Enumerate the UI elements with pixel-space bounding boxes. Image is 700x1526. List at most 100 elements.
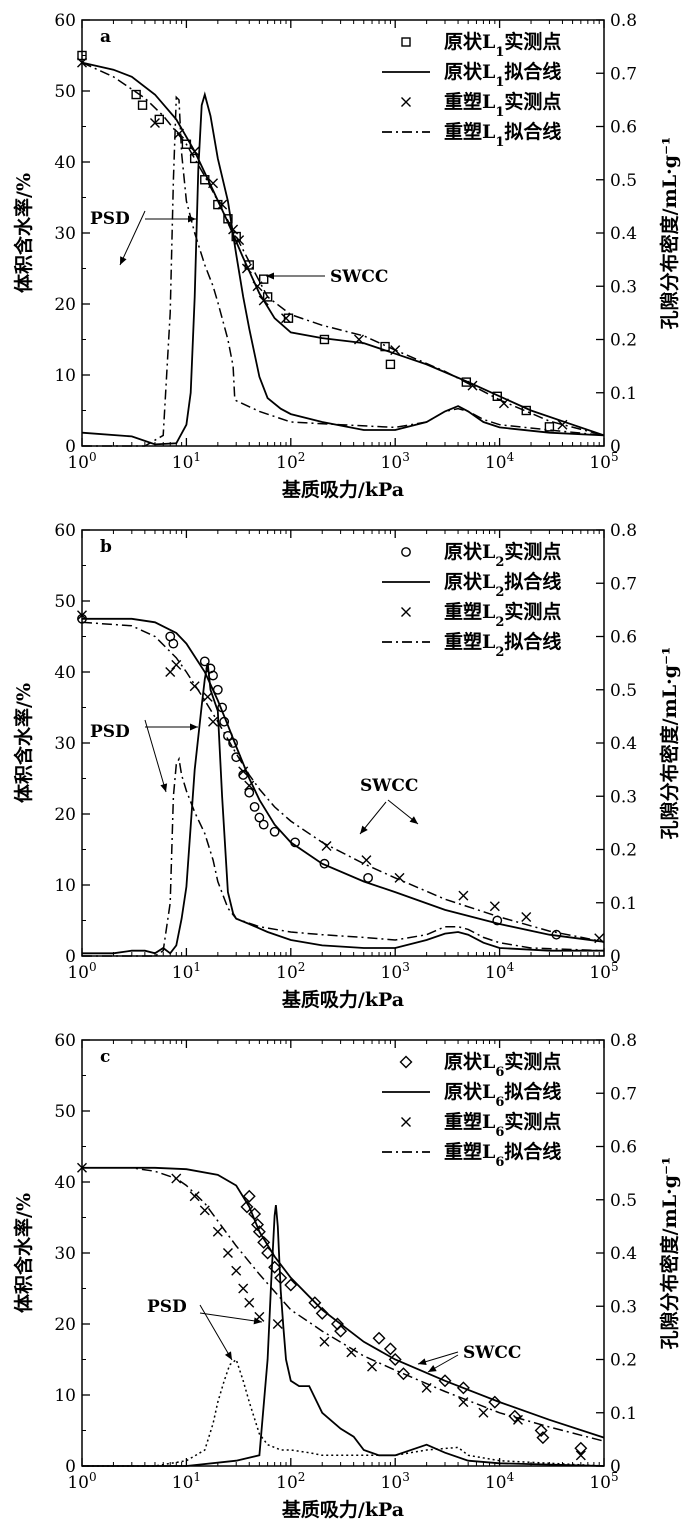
data-marker-cross xyxy=(367,1361,378,1372)
legend-label: 原状L1实测点 xyxy=(444,30,561,60)
data-marker-cross xyxy=(346,1347,357,1358)
y-right-tick-label: 0 xyxy=(610,947,621,967)
y-left-tick-label: 30 xyxy=(54,224,76,244)
data-marker-cross xyxy=(361,855,372,866)
series-line xyxy=(81,61,605,437)
data-marker-cross xyxy=(171,659,182,670)
annotation-arrowhead xyxy=(418,1358,427,1366)
data-marker-cross xyxy=(394,872,405,883)
panel-letter: b xyxy=(100,537,112,557)
annotation-arrowhead xyxy=(224,1351,232,1360)
data-marker-diamond xyxy=(251,1218,265,1232)
annotation-label: PSD xyxy=(90,209,130,229)
data-marker-cross xyxy=(521,911,532,922)
y-right-tick-label: 0.3 xyxy=(610,787,637,807)
data-marker-cross xyxy=(165,667,176,677)
annotation-label: PSD xyxy=(147,1297,187,1317)
data-marker-square xyxy=(137,100,148,110)
data-marker-cross xyxy=(241,263,252,274)
y-left-tick-label: 20 xyxy=(54,295,76,315)
legend-label: 重塑L2拟合线 xyxy=(444,630,561,660)
y-right-tick-label: 0.2 xyxy=(610,1351,637,1371)
data-marker-cross xyxy=(238,1283,249,1294)
y-right-axis-title: 孔隙分布密度/mL·g⁻¹ xyxy=(658,137,681,330)
series-line xyxy=(82,95,605,447)
y-right-tick-label: 0.4 xyxy=(610,734,637,754)
series-line xyxy=(82,1167,605,1442)
annotation-arrowhead xyxy=(188,215,196,223)
data-marker-cross xyxy=(401,607,411,617)
data-marker-circle xyxy=(258,819,269,830)
data-marker-cross xyxy=(319,1336,330,1347)
series-line xyxy=(81,61,605,437)
y-right-tick-label: 0.4 xyxy=(610,1244,637,1264)
x-tick-label: 105 xyxy=(589,960,618,983)
y-left-tick-label: 50 xyxy=(54,592,76,612)
legend-label: 原状L1拟合线 xyxy=(444,60,561,90)
annotation-label: SWCC xyxy=(360,776,418,796)
series-line xyxy=(82,1204,605,1467)
plot-frame xyxy=(81,19,605,447)
x-tick-label: 103 xyxy=(381,960,410,983)
y-right-tick-label: 0.5 xyxy=(610,1191,637,1211)
annotation-arrowhead xyxy=(409,816,418,824)
x-tick-label: 105 xyxy=(589,1470,618,1493)
data-marker-square xyxy=(401,37,411,47)
y-right-axis-title: 孔隙分布密度/mL·g⁻¹ xyxy=(658,647,681,840)
data-marker-cross xyxy=(217,199,228,210)
series-line xyxy=(82,617,605,943)
legend-label: 原状L6拟合线 xyxy=(444,1080,561,1110)
data-marker-diamond xyxy=(284,1278,298,1292)
y-right-tick-label: 0.4 xyxy=(610,224,637,244)
annotation-psd: PSD xyxy=(147,1297,263,1361)
data-marker-diamond xyxy=(536,1431,550,1445)
y-right-axis-title: 孔隙分布密度/mL·g⁻¹ xyxy=(658,1157,681,1350)
data-marker-circle xyxy=(244,787,255,798)
y-left-tick-label: 40 xyxy=(54,1173,76,1193)
annotation-swcc: SWCC xyxy=(359,776,418,835)
data-marker-circle xyxy=(269,826,280,837)
data-marker-square xyxy=(258,274,269,284)
data-marker-circle xyxy=(319,858,330,869)
series-group xyxy=(77,50,605,447)
x-axis-title: 基质吸力/kPa xyxy=(281,1498,404,1521)
y-left-tick-label: 0 xyxy=(65,437,76,457)
data-marker-cross xyxy=(272,1319,283,1329)
series-line xyxy=(82,756,605,957)
data-marker-circle xyxy=(199,656,210,667)
data-marker-cross xyxy=(77,610,87,621)
y-right-tick-label: 0.7 xyxy=(610,574,637,594)
x-tick-label: 100 xyxy=(67,960,96,983)
annotation-arrowhead xyxy=(120,256,127,265)
plot-frame xyxy=(81,529,605,957)
x-tick-label: 103 xyxy=(381,450,410,473)
annotation-arrow xyxy=(119,210,146,266)
data-marker-cross xyxy=(231,1265,242,1276)
legend-label: 重塑L6实测点 xyxy=(444,1110,561,1140)
y-right-tick-label: 0.8 xyxy=(610,521,637,541)
y-left-tick-label: 50 xyxy=(54,1102,76,1122)
y-right-tick-label: 0 xyxy=(610,1457,621,1477)
x-tick-label: 104 xyxy=(485,1470,515,1493)
data-marker-square xyxy=(283,313,294,323)
data-marker-diamond xyxy=(383,1342,397,1356)
y-left-axis-title: 体积含水率/% xyxy=(12,1193,35,1313)
y-right-tick-label: 0.1 xyxy=(610,894,637,914)
x-tick-label: 101 xyxy=(172,450,201,473)
data-marker-cross xyxy=(458,890,469,901)
legend-label: 重塑L1实测点 xyxy=(444,90,561,120)
y-left-tick-label: 0 xyxy=(65,947,76,967)
y-right-tick-label: 0 xyxy=(610,437,621,457)
y-left-tick-label: 40 xyxy=(54,663,76,683)
y-left-tick-label: 20 xyxy=(54,805,76,825)
data-marker-diamond xyxy=(488,1395,502,1409)
annotation-arrowhead xyxy=(360,825,368,834)
panel-a: 100 101 102 103 104 105010203040506000.10.20.… xyxy=(12,11,681,501)
y-left-axis-title: 体积含水率/% xyxy=(12,173,35,293)
y-left-axis-title: 体积含水率/% xyxy=(12,683,35,803)
y-left-tick-label: 10 xyxy=(54,876,76,896)
y-left-tick-label: 0 xyxy=(65,1457,76,1477)
data-marker-cross xyxy=(199,1205,210,1216)
